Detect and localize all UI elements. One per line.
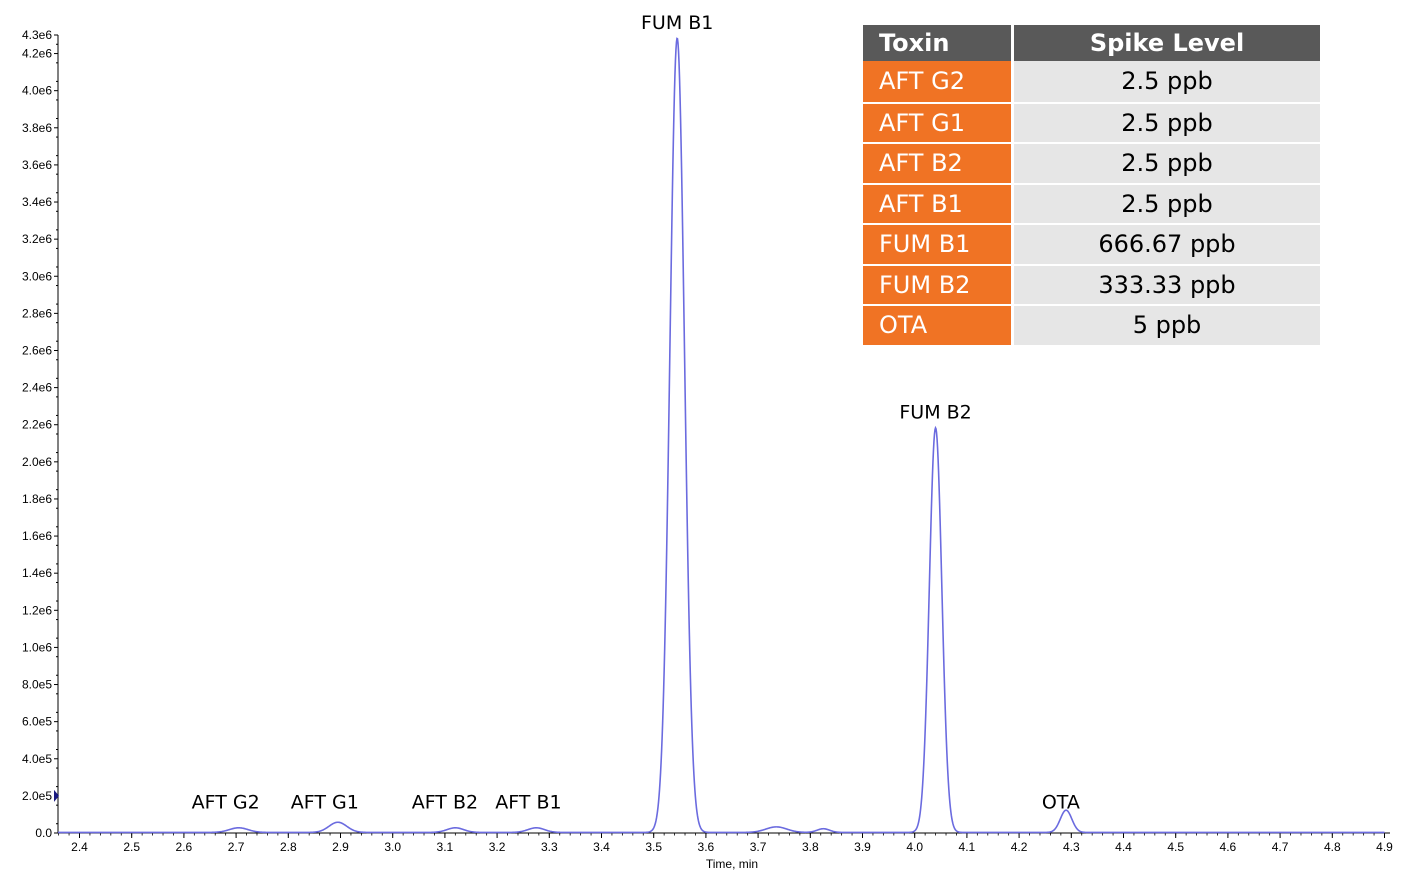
x-tick-label: 3.2 <box>489 840 506 854</box>
spike-level-cell: 666.67 ppb <box>1011 223 1320 264</box>
x-tick-label: 3.7 <box>750 840 767 854</box>
toxin-cell: FUM B2 <box>863 263 1011 304</box>
x-tick-label: 4.2 <box>1011 840 1028 854</box>
y-tick-label: 8.0e5 <box>22 678 52 692</box>
y-tick-label: 2.8e6 <box>22 306 52 320</box>
peak-label: FUM B1 <box>641 12 713 34</box>
y-tick-label: 2.4e6 <box>22 381 52 395</box>
x-tick-label: 4.5 <box>1167 840 1184 854</box>
toxin-cell: OTA <box>863 304 1011 345</box>
toxin-cell: AFT B1 <box>863 182 1011 223</box>
header-spike-level: Spike Level <box>1011 25 1320 61</box>
spike-level-table: Toxin Spike Level AFT G2 2.5 ppb AFT G1 … <box>863 25 1320 345</box>
table-row: AFT B1 2.5 ppb <box>863 182 1320 223</box>
x-axis-title: Time, min <box>706 857 758 871</box>
y-tick-label: 4.0e5 <box>22 752 52 766</box>
y-tick-label: 1.6e6 <box>22 529 52 543</box>
spike-level-cell: 2.5 ppb <box>1011 182 1320 223</box>
x-tick-label: 3.1 <box>437 840 454 854</box>
y-tick-label: 3.2e6 <box>22 232 52 246</box>
y-tick-label: 2.6e6 <box>22 343 52 357</box>
y-tick-label: 2.2e6 <box>22 418 52 432</box>
x-tick-label: 2.9 <box>332 840 349 854</box>
x-tick-label: 2.5 <box>123 840 140 854</box>
x-tick-label: 4.6 <box>1220 840 1237 854</box>
x-tick-label: 2.7 <box>228 840 245 854</box>
spike-level-cell: 5 ppb <box>1011 304 1320 345</box>
y-tick-label: 3.6e6 <box>22 158 52 172</box>
x-tick-label: 4.3 <box>1063 840 1080 854</box>
toxin-cell: AFT G2 <box>863 61 1011 102</box>
table-row: AFT G2 2.5 ppb <box>863 61 1320 102</box>
toxin-cell: AFT B2 <box>863 142 1011 183</box>
spike-level-cell: 2.5 ppb <box>1011 142 1320 183</box>
peak-label: OTA <box>1042 791 1080 813</box>
x-tick-label: 2.4 <box>71 840 88 854</box>
peak-label: AFT G1 <box>291 791 359 813</box>
x-tick-label: 4.4 <box>1115 840 1132 854</box>
x-tick-label: 3.9 <box>854 840 871 854</box>
x-tick-label: 4.0 <box>906 840 923 854</box>
x-tick-label: 4.9 <box>1376 840 1393 854</box>
chromatogram-trace <box>58 37 1385 834</box>
table-header-row: Toxin Spike Level <box>863 25 1320 61</box>
y-tick-label: 1.2e6 <box>22 603 52 617</box>
threshold-marker-icon <box>54 789 59 802</box>
y-tick-label: 1.4e6 <box>22 566 52 580</box>
y-tick-label: 0.0 <box>35 826 52 840</box>
x-tick-label: 4.8 <box>1324 840 1341 854</box>
spike-level-cell: 333.33 ppb <box>1011 263 1320 304</box>
x-tick-label: 3.5 <box>645 840 662 854</box>
y-tick-label: 3.4e6 <box>22 195 52 209</box>
x-tick-label: 3.4 <box>593 840 610 854</box>
x-tick-label: 2.6 <box>176 840 193 854</box>
table-row: FUM B1 666.67 ppb <box>863 223 1320 264</box>
spike-level-cell: 2.5 ppb <box>1011 61 1320 102</box>
spike-level-cell: 2.5 ppb <box>1011 101 1320 142</box>
peak-label: AFT B2 <box>412 791 478 813</box>
y-tick-label: 4.0e6 <box>22 84 52 98</box>
peak-label: AFT G2 <box>192 791 260 813</box>
table-row: FUM B2 333.33 ppb <box>863 263 1320 304</box>
y-tick-label: 2.0e5 <box>22 789 52 803</box>
y-tick-label: 1.0e6 <box>22 640 52 654</box>
y-tick-label: 1.8e6 <box>22 492 52 506</box>
x-tick-label: 4.1 <box>959 840 976 854</box>
y-tick-label: 6.0e5 <box>22 715 52 729</box>
table-row: AFT B2 2.5 ppb <box>863 142 1320 183</box>
y-tick-label: 3.8e6 <box>22 121 52 135</box>
y-tick-label: 4.2e6 <box>22 47 52 61</box>
peak-label: FUM B2 <box>899 402 971 424</box>
table-row: OTA 5 ppb <box>863 304 1320 345</box>
x-tick-label: 3.0 <box>384 840 401 854</box>
y-tick-label: 4.3e6 <box>22 28 52 42</box>
x-tick-label: 3.6 <box>698 840 715 854</box>
toxin-cell: AFT G1 <box>863 101 1011 142</box>
chart-ticks: 0.0 2.0e5 4.0e5 6.0e5 8.0e5 1.0e6 1.2e6 1.4e6 1.… <box>22 28 1393 854</box>
x-tick-label: 2.8 <box>280 840 297 854</box>
x-tick-label: 3.3 <box>541 840 558 854</box>
y-tick-label: 2.0e6 <box>22 455 52 469</box>
x-tick-label: 3.8 <box>802 840 819 854</box>
peak-label: AFT B1 <box>495 791 561 813</box>
toxin-cell: FUM B1 <box>863 223 1011 264</box>
table-row: AFT G1 2.5 ppb <box>863 101 1320 142</box>
header-toxin: Toxin <box>863 25 1011 61</box>
y-tick-label: 3.0e6 <box>22 269 52 283</box>
x-tick-label: 4.7 <box>1272 840 1289 854</box>
